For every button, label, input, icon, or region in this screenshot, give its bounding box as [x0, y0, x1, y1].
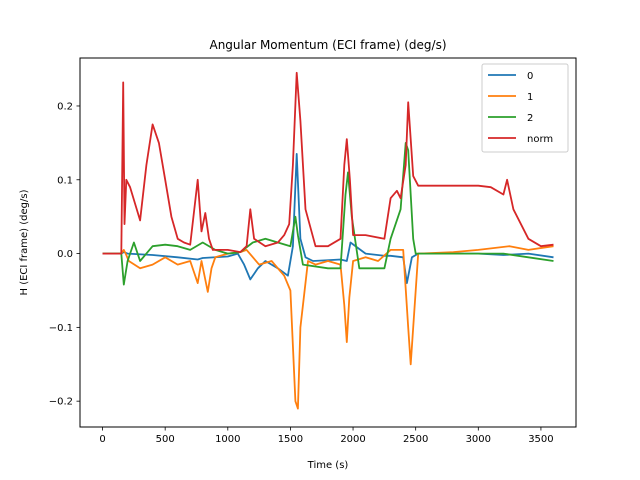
y-tick-label: −0.2 [49, 397, 73, 408]
legend-label-1: 1 [527, 92, 533, 103]
legend: 0 1 2 norm [481, 63, 569, 153]
series-line-2 [102, 141, 554, 286]
y-tick-label: −0.1 [49, 323, 73, 334]
x-axis: 0 500 1000 1500 2000 2500 3000 3500 [99, 427, 554, 445]
plot-lines [102, 71, 554, 410]
y-tick-label: 0.1 [57, 175, 73, 186]
series-line-norm [102, 71, 554, 255]
x-tick-label: 1500 [278, 434, 303, 445]
y-tick-label: 0.0 [57, 249, 73, 260]
legend-label-2: 2 [527, 113, 533, 124]
x-tick-label: 2500 [403, 434, 428, 445]
series-line-0 [102, 152, 554, 285]
x-tick-label: 2000 [340, 434, 365, 445]
x-tick-label: 0 [99, 434, 105, 445]
x-tick-label: 3500 [528, 434, 553, 445]
x-tick-label: 3000 [466, 434, 491, 445]
plot-frame [79, 57, 577, 428]
y-axis-title: H (ECI frame) (deg/s) [19, 189, 30, 295]
legend-label-norm: norm [527, 134, 553, 145]
x-axis-title: Time (s) [307, 460, 349, 471]
x-tick-label: 1000 [215, 434, 240, 445]
chart-title: Angular Momentum (ECI frame) (deg/s) [209, 38, 446, 52]
y-axis: −0.2 −0.1 0.0 0.1 0.2 [49, 101, 80, 408]
y-tick-label: 0.2 [57, 101, 73, 112]
legend-box [481, 63, 569, 153]
legend-label-0: 0 [527, 71, 533, 82]
x-tick-label: 500 [156, 434, 175, 445]
series-line-1 [102, 245, 554, 410]
